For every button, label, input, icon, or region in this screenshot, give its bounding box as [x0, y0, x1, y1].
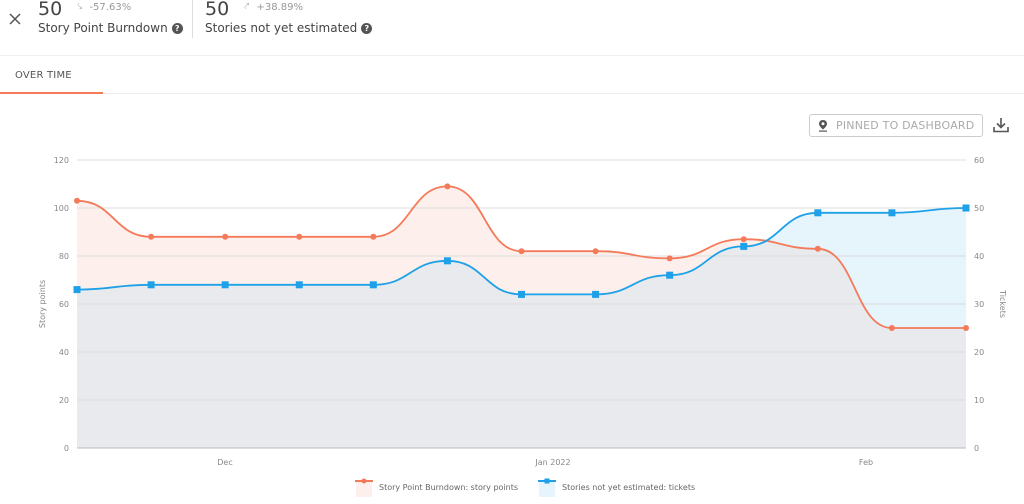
burndown-point[interactable] [963, 325, 969, 331]
burndown-point[interactable] [592, 248, 599, 255]
y-tick-label: 120 [54, 156, 69, 165]
trend-down-icon: ⤥ [77, 2, 83, 12]
y-tick-label: 20 [59, 396, 69, 405]
y2-tick-label: 0 [974, 444, 979, 453]
y2-tick-label: 40 [974, 252, 984, 261]
y-axis-title: Story points [38, 280, 47, 328]
burndown-point[interactable] [740, 236, 747, 243]
legend-item-estimated[interactable]: Stories not yet estimated: tickets [538, 477, 695, 497]
y2-tick-label: 50 [974, 204, 984, 213]
x-tick-label: Dec [217, 458, 232, 467]
metric-delta: -57.63% [89, 2, 132, 13]
burndown-point[interactable] [888, 325, 895, 331]
help-icon[interactable]: ? [361, 22, 373, 34]
estimated-point[interactable] [221, 281, 229, 289]
pin-icon [819, 120, 827, 132]
legend: Story Point Burndown: story points Stori… [355, 477, 695, 497]
legend-circle-marker-icon [355, 478, 373, 497]
burndown-point[interactable] [222, 233, 229, 240]
close-icon[interactable] [6, 10, 24, 28]
estimated-point[interactable] [73, 286, 81, 294]
y-tick-label: 40 [59, 348, 69, 357]
legend-label: Story Point Burndown: story points [379, 482, 519, 492]
estimated-point[interactable] [962, 204, 970, 212]
estimated-point[interactable] [592, 290, 600, 298]
tab-bar: OVER TIME [0, 56, 1024, 94]
estimated-point[interactable] [888, 209, 896, 217]
burndown-point[interactable] [444, 183, 451, 190]
metric-label: Stories not yet estimated [205, 21, 358, 35]
burndown-point[interactable] [74, 197, 80, 204]
y2-tick-label: 20 [974, 348, 984, 357]
chart: 0 20 40 60 80 100 120 0 10 20 30 40 50 60 Story points… [38, 156, 1007, 467]
estimated-point[interactable] [443, 257, 451, 265]
burndown-point[interactable] [518, 248, 525, 255]
metric-label: Story Point Burndown [38, 21, 168, 35]
y2-tick-label: 60 [974, 156, 984, 165]
legend-square-marker-icon [538, 478, 557, 497]
pin-label: PINNED TO DASHBOARD [836, 119, 975, 132]
burndown-point[interactable] [814, 245, 821, 252]
metric-delta: +38.89% [256, 2, 303, 13]
pinned-to-dashboard-button[interactable]: PINNED TO DASHBOARD [809, 114, 983, 137]
legend-label: Stories not yet estimated: tickets [562, 482, 696, 492]
y-tick-label: 100 [54, 204, 69, 213]
y2-tick-label: 10 [974, 396, 984, 405]
help-icon[interactable]: ? [171, 22, 183, 34]
trend-up-icon: ⤤ [244, 2, 250, 12]
burndown-point[interactable] [296, 233, 303, 240]
header: 50 ⤥ -57.63% Story Point Burndown? 50 ⤤ … [0, 0, 1024, 56]
x-tick-label: Feb [859, 458, 873, 467]
divider [192, 0, 193, 38]
y-tick-label: 60 [59, 300, 69, 309]
y2-tick-label: 30 [974, 300, 984, 309]
metric-stories-not-estimated: 50 ⤤ +38.89% Stories not yet estimated? [205, 0, 373, 35]
burndown-point[interactable] [148, 233, 155, 240]
estimated-point[interactable] [740, 242, 748, 250]
estimated-point[interactable] [518, 290, 525, 298]
y2-axis-title: Tickets [998, 289, 1007, 318]
download-icon[interactable] [992, 116, 1010, 134]
metric-value: 50 [38, 0, 63, 20]
legend-item-burndown[interactable]: Story Point Burndown: story points [355, 477, 518, 497]
estimated-point[interactable] [666, 271, 674, 279]
y-tick-label: 0 [64, 444, 69, 453]
estimated-point[interactable] [814, 209, 822, 217]
estimated-point[interactable] [369, 281, 377, 289]
burndown-point[interactable] [666, 255, 673, 262]
metric-story-point-burndown: 50 ⤥ -57.63% Story Point Burndown? [38, 0, 183, 35]
burndown-point[interactable] [370, 233, 377, 240]
estimated-point[interactable] [147, 281, 155, 289]
y-tick-label: 80 [59, 252, 69, 261]
estimated-point[interactable] [295, 281, 303, 289]
x-tick-label: Jan 2022 [534, 458, 570, 467]
overlap-area [77, 208, 966, 448]
tab-over-time[interactable]: OVER TIME [0, 56, 103, 94]
metric-value: 50 [205, 0, 230, 20]
